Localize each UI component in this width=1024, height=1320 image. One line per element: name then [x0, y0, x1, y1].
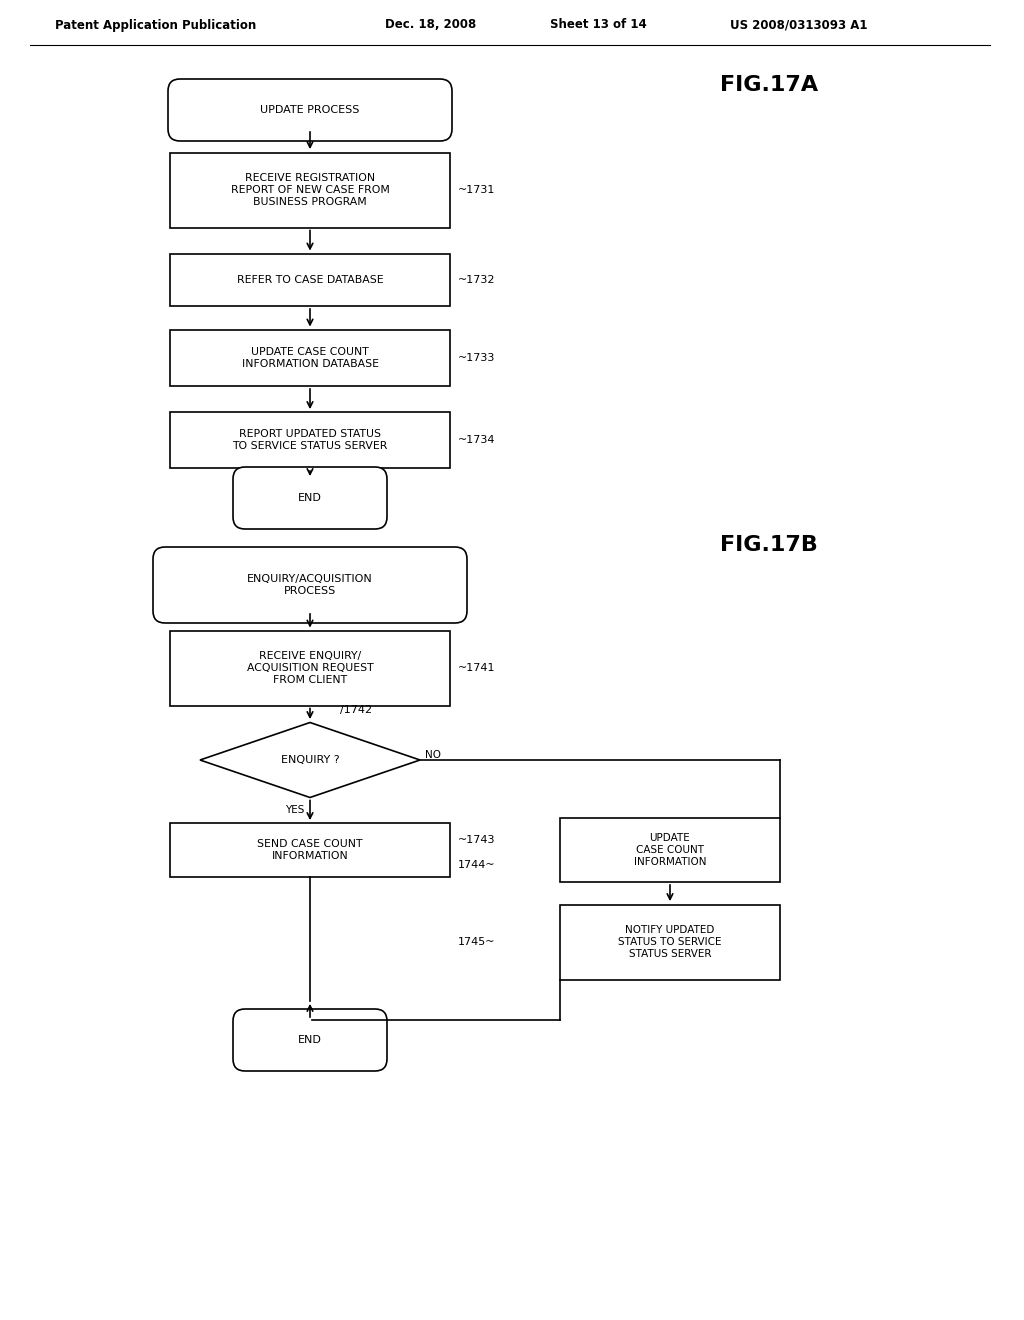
Bar [170, 330, 450, 385]
Bar [560, 818, 780, 882]
Text: ~1732: ~1732 [458, 275, 496, 285]
Text: UPDATE PROCESS: UPDATE PROCESS [260, 106, 359, 115]
Text: END: END [298, 1035, 322, 1045]
Text: END: END [298, 492, 322, 503]
Bar [560, 904, 780, 979]
Text: US 2008/0313093 A1: US 2008/0313093 A1 [730, 18, 867, 32]
Bar [170, 631, 450, 705]
Text: UPDATE CASE COUNT
INFORMATION DATABASE: UPDATE CASE COUNT INFORMATION DATABASE [242, 347, 379, 368]
Text: Patent Application Publication: Patent Application Publication [55, 18, 256, 32]
Bar [170, 822, 450, 876]
Text: ~1743: ~1743 [458, 836, 496, 845]
Text: FIG.17B: FIG.17B [720, 535, 818, 554]
Text: ENQUIRY ?: ENQUIRY ? [281, 755, 339, 766]
FancyBboxPatch shape [168, 79, 452, 141]
Text: UPDATE
CASE COUNT
INFORMATION: UPDATE CASE COUNT INFORMATION [634, 833, 707, 867]
Text: FIG.17A: FIG.17A [720, 75, 818, 95]
FancyBboxPatch shape [233, 467, 387, 529]
Text: REFER TO CASE DATABASE: REFER TO CASE DATABASE [237, 275, 383, 285]
Bar [170, 253, 450, 306]
Text: 1745~: 1745~ [458, 937, 496, 946]
Text: ~1731: ~1731 [458, 185, 496, 195]
Text: Dec. 18, 2008: Dec. 18, 2008 [385, 18, 476, 32]
Text: RECEIVE REGISTRATION
REPORT OF NEW CASE FROM
BUSINESS PROGRAM: RECEIVE REGISTRATION REPORT OF NEW CASE … [230, 173, 389, 207]
Polygon shape [200, 722, 420, 797]
Text: NOTIFY UPDATED
STATUS TO SERVICE
STATUS SERVER: NOTIFY UPDATED STATUS TO SERVICE STATUS … [618, 925, 722, 958]
FancyBboxPatch shape [153, 546, 467, 623]
Bar [170, 412, 450, 469]
Text: ~1734: ~1734 [458, 436, 496, 445]
Text: RECEIVE ENQUIRY/
ACQUISITION REQUEST
FROM CLIENT: RECEIVE ENQUIRY/ ACQUISITION REQUEST FRO… [247, 651, 374, 685]
Text: SEND CASE COUNT
INFORMATION: SEND CASE COUNT INFORMATION [257, 840, 362, 861]
Text: ENQUIRY/ACQUISITION
PROCESS: ENQUIRY/ACQUISITION PROCESS [247, 574, 373, 595]
FancyBboxPatch shape [233, 1008, 387, 1071]
Text: 1744~: 1744~ [458, 861, 496, 870]
Text: NO: NO [425, 750, 441, 760]
Text: Sheet 13 of 14: Sheet 13 of 14 [550, 18, 647, 32]
Text: ~1733: ~1733 [458, 352, 496, 363]
Text: /1742: /1742 [340, 705, 372, 714]
Text: YES: YES [286, 804, 305, 814]
Text: REPORT UPDATED STATUS
TO SERVICE STATUS SERVER: REPORT UPDATED STATUS TO SERVICE STATUS … [232, 429, 388, 451]
Bar [170, 153, 450, 227]
Text: ~1741: ~1741 [458, 663, 496, 673]
